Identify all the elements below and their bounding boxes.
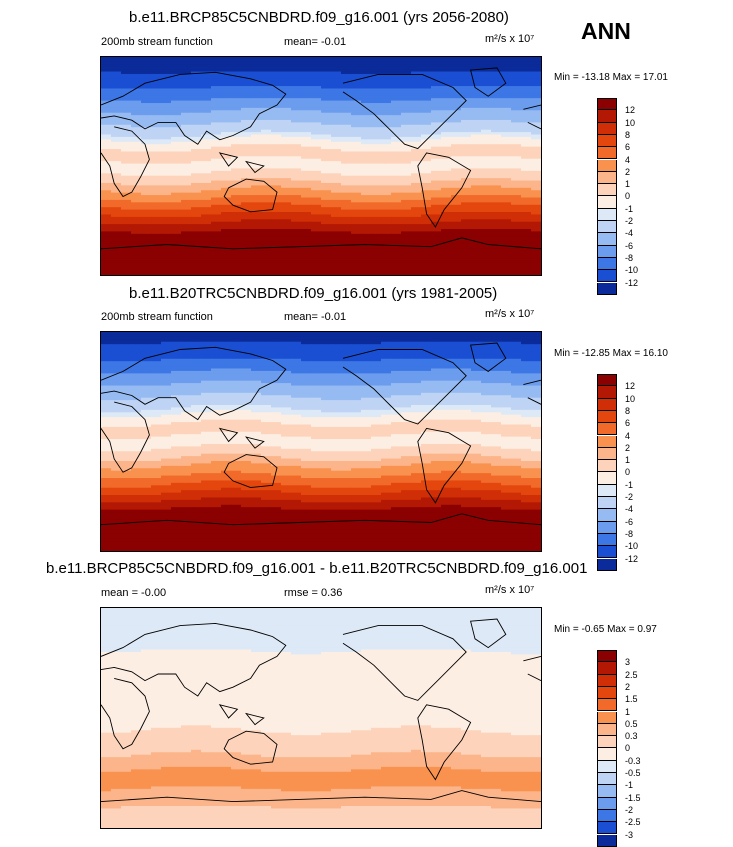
colorbar-tick-label: 10 [625, 118, 635, 128]
colorbar-tick-label: -6 [625, 241, 633, 251]
contour-cell [351, 273, 362, 275]
panel-1-title: b.e11.BRCP85C5CNBDRD.f09_g16.001 (yrs 20… [129, 9, 509, 26]
contour-cell [191, 273, 202, 275]
contour-cell [141, 273, 152, 275]
panel-2-units-label: m²/s x 10⁷ [485, 308, 534, 320]
contour-cell [431, 273, 442, 275]
panel-1-contour-bands [101, 57, 541, 275]
contour-cell [121, 273, 132, 275]
colorbar-swatch [597, 258, 617, 270]
colorbar-swatch [597, 160, 617, 172]
contour-cell [391, 273, 402, 275]
contour-cell [241, 273, 252, 275]
colorbar-swatch [597, 233, 617, 245]
contour-cell [331, 273, 342, 275]
panel-2-map [100, 331, 542, 552]
panel-2-minmax: Min = -12.85 Max = 16.10 [554, 348, 668, 359]
contour-cell [371, 273, 382, 275]
contour-cell [341, 273, 352, 275]
colorbar-tick-label: 4 [625, 155, 630, 165]
panel-1-map [100, 56, 542, 276]
contour-cell [221, 273, 232, 275]
contour-cell [421, 273, 432, 275]
contour-cell [131, 273, 142, 275]
colorbar-tick-label: 12 [625, 105, 635, 115]
colorbar-swatch [597, 98, 617, 110]
contour-cell [511, 273, 522, 275]
panel-2-mean-label: mean= -0.01 [284, 311, 346, 323]
contour-cell [211, 273, 222, 275]
contour-cell [231, 273, 242, 275]
colorbar-tick-label: 1 [625, 179, 630, 189]
contour-cell [501, 273, 512, 275]
contour-cell [181, 273, 192, 275]
colorbar-tick-label: -12 [625, 278, 638, 288]
contour-cell [491, 273, 502, 275]
colorbar-swatch [597, 246, 617, 258]
contour-cell [411, 273, 422, 275]
colorbar-swatch [597, 123, 617, 135]
panel-1-variable-label: 200mb stream function [101, 36, 213, 48]
panel-2-title: b.e11.B20TRC5CNBDRD.f09_g16.001 (yrs 198… [129, 285, 497, 302]
contour-cell [441, 273, 452, 275]
season-label: ANN [581, 18, 631, 45]
colorbar-swatch [597, 172, 617, 184]
colorbar-swatch [597, 283, 617, 295]
contour-cell [271, 273, 282, 275]
contour-cell [161, 273, 172, 275]
panel-2-variable-label: 200mb stream function [101, 311, 213, 323]
contour-cell [401, 273, 412, 275]
contour-cell [451, 273, 462, 275]
contour-cell [251, 273, 262, 275]
colorbar-swatch [597, 270, 617, 282]
contour-cell [471, 273, 482, 275]
colorbar-swatch [597, 221, 617, 233]
panel-1-units-label: m²/s x 10⁷ [485, 33, 534, 45]
contour-cell [531, 273, 541, 275]
contour-cell [291, 273, 302, 275]
contour-cell [111, 273, 122, 275]
colorbar-tick-label: 6 [625, 142, 630, 152]
colorbar-swatch [597, 209, 617, 221]
contour-cell [521, 273, 532, 275]
colorbar-tick-label: -10 [625, 265, 638, 275]
panel-2-contour-bands [101, 332, 541, 551]
colorbar-tick-label: -8 [625, 253, 633, 263]
contour-cell [381, 273, 392, 275]
contour-cell [281, 273, 292, 275]
contour-cell [171, 273, 182, 275]
panel-1-map-svg [101, 57, 541, 275]
contour-cell [311, 273, 322, 275]
colorbar-swatch [597, 196, 617, 208]
contour-cell [151, 273, 162, 275]
contour-cell [261, 273, 272, 275]
colorbar-swatch [597, 110, 617, 122]
contour-cell [361, 273, 372, 275]
colorbar-swatch [597, 184, 617, 196]
colorbar-tick-label: -2 [625, 216, 633, 226]
panel-1-minmax: Min = -13.18 Max = 17.01 [554, 72, 668, 83]
colorbar-swatch [597, 135, 617, 147]
colorbar-tick-label: -1 [625, 204, 633, 214]
colorbar-tick-label: 2 [625, 167, 630, 177]
colorbar-tick-label: -4 [625, 228, 633, 238]
contour-cell [201, 273, 212, 275]
contour-cell [301, 273, 312, 275]
contour-cell [101, 273, 112, 275]
contour-cell [321, 273, 332, 275]
panel-2-map-svg [101, 332, 541, 551]
colorbar-tick-label: 0 [625, 191, 630, 201]
colorbar-swatch [597, 147, 617, 159]
colorbar-tick-label: 8 [625, 130, 630, 140]
panel-1-mean-label: mean= -0.01 [284, 36, 346, 48]
contour-cell [461, 273, 472, 275]
contour-cell [481, 273, 492, 275]
